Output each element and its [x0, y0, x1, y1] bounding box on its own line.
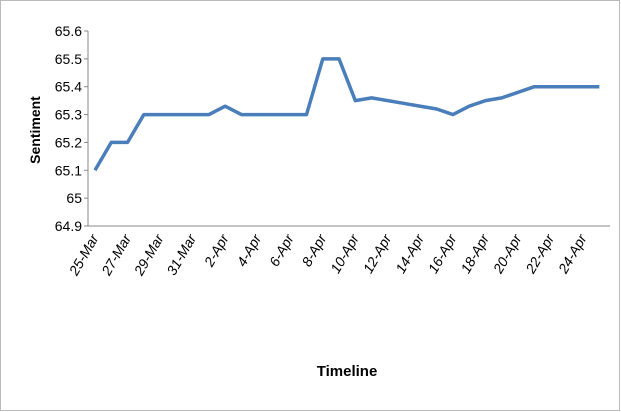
y-tick-label: 65.2	[55, 134, 82, 150]
y-tick-label: 65.4	[55, 79, 82, 95]
y-tick-label: 65.5	[55, 51, 82, 67]
line-series	[93, 57, 600, 172]
y-tick-label: 64.9	[55, 218, 82, 234]
y-tick-label: 65.1	[55, 162, 82, 178]
x-axis-title: Timeline	[317, 363, 378, 380]
y-tick-label: 65.3	[55, 107, 82, 123]
y-tick-label: 65.6	[55, 23, 82, 39]
y-tick-label: 65	[66, 190, 82, 206]
y-axis-title: Sentiment	[27, 96, 43, 164]
